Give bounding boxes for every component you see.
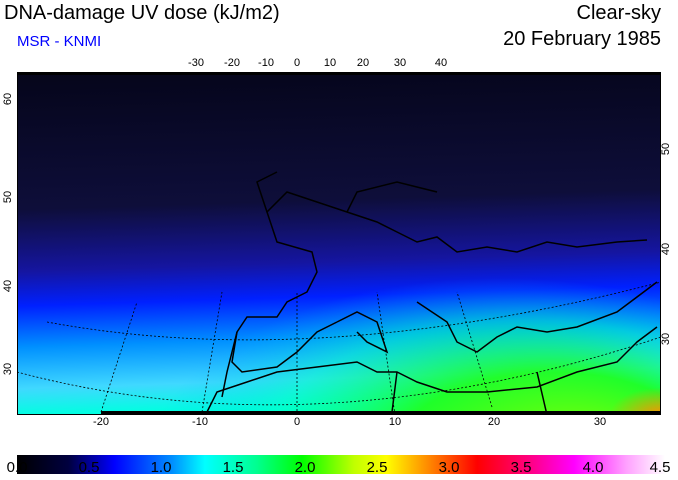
colorbar	[17, 455, 665, 474]
bottom-lon-tick: 20	[487, 416, 501, 428]
graticule	[17, 281, 661, 415]
top-lon-tick: 40	[434, 57, 448, 69]
bottom-lon-tick: -10	[192, 416, 208, 428]
colorbar-label: 2.0	[294, 459, 316, 476]
top-lon-tick: 30	[393, 57, 407, 69]
top-lon-tick: -20	[224, 57, 240, 69]
left-lat-tick: 40	[2, 279, 15, 293]
top-lon-tick: 20	[356, 57, 370, 69]
colorbar-label: 3.0	[438, 459, 460, 476]
coastlines	[206, 171, 658, 415]
colorbar-label: 4.0	[582, 459, 604, 476]
top-lon-tick: 0	[293, 57, 301, 69]
top-lon-tick: -30	[188, 57, 204, 69]
colorbar-label: 4.5	[649, 459, 671, 476]
bottom-lon-tick: -20	[93, 416, 109, 428]
top-lon-tick: 10	[323, 57, 337, 69]
top-axis-bar	[18, 72, 660, 75]
colorbar-label: 1.5	[222, 459, 244, 476]
right-lat-tick: 40	[660, 242, 673, 256]
bottom-lon-tick: 10	[388, 416, 402, 428]
colorbar-label: 0.0	[6, 459, 28, 476]
left-lat-tick: 60	[2, 92, 15, 106]
uv-dose-map	[17, 72, 661, 415]
bottom-lon-tick: 0	[293, 416, 301, 428]
right-lat-tick: 30	[660, 332, 673, 346]
source-label: MSR - KNMI	[17, 33, 102, 50]
left-lat-tick: 50	[2, 190, 15, 204]
map-title: DNA-damage UV dose (kJ/m2)	[4, 2, 280, 24]
colorbar-label: 1.0	[150, 459, 172, 476]
condition-label: Clear-sky	[576, 2, 661, 24]
bottom-axis-bar	[101, 411, 661, 414]
top-lon-tick: -10	[258, 57, 274, 69]
left-lat-tick: 30	[2, 362, 15, 376]
bottom-lon-tick: 30	[593, 416, 607, 428]
colorbar-label: 0.5	[78, 459, 100, 476]
colorbar-label: 3.5	[510, 459, 532, 476]
date-label: 20 February 1985	[503, 28, 661, 50]
colorbar-label: 2.5	[366, 459, 388, 476]
right-lat-tick: 50	[660, 142, 673, 156]
